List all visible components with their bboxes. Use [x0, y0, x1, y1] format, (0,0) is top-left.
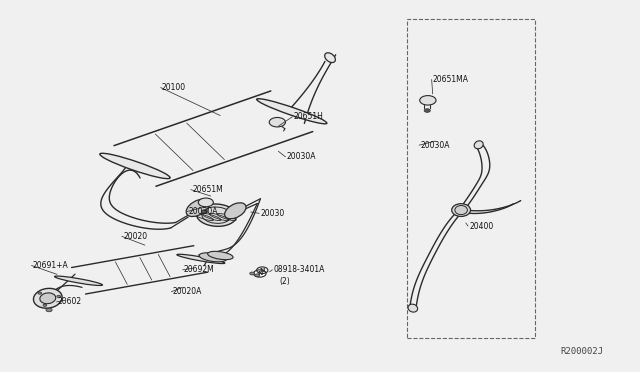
Circle shape: [250, 272, 255, 275]
Ellipse shape: [54, 276, 102, 285]
Ellipse shape: [202, 207, 231, 223]
Text: N: N: [257, 271, 262, 276]
Ellipse shape: [225, 203, 246, 219]
Text: 08918-3401A: 08918-3401A: [273, 265, 325, 274]
Ellipse shape: [40, 293, 56, 304]
Text: 20651MA: 20651MA: [433, 75, 469, 84]
Ellipse shape: [408, 304, 418, 312]
Text: R200002J: R200002J: [560, 347, 604, 356]
Ellipse shape: [474, 141, 483, 149]
Circle shape: [255, 274, 260, 277]
Text: 20030A: 20030A: [287, 153, 316, 161]
Text: N: N: [260, 268, 265, 273]
Text: 20020A: 20020A: [173, 287, 202, 296]
Ellipse shape: [100, 153, 170, 179]
Circle shape: [269, 118, 285, 127]
Circle shape: [424, 109, 430, 112]
Circle shape: [46, 308, 52, 312]
Ellipse shape: [33, 288, 62, 308]
Ellipse shape: [452, 204, 470, 217]
Ellipse shape: [199, 253, 227, 262]
Ellipse shape: [186, 199, 209, 217]
Circle shape: [57, 295, 61, 298]
Circle shape: [38, 292, 42, 294]
Text: 20651H: 20651H: [294, 112, 324, 121]
Text: 20030A: 20030A: [188, 207, 218, 216]
Text: 20602: 20602: [58, 298, 82, 307]
Ellipse shape: [324, 53, 335, 62]
Ellipse shape: [257, 99, 327, 124]
Ellipse shape: [196, 204, 237, 226]
Circle shape: [43, 304, 47, 307]
Circle shape: [198, 198, 213, 207]
Text: 20100: 20100: [162, 83, 186, 92]
Text: 20651M: 20651M: [192, 185, 223, 194]
Text: 20692M: 20692M: [184, 265, 214, 274]
Ellipse shape: [455, 205, 467, 215]
Circle shape: [202, 210, 208, 214]
Text: 20030: 20030: [260, 209, 285, 218]
Text: 20400: 20400: [469, 222, 493, 231]
Circle shape: [253, 270, 266, 277]
Ellipse shape: [177, 254, 225, 264]
Text: 20691+A: 20691+A: [33, 261, 68, 270]
Text: 20030A: 20030A: [420, 141, 450, 150]
Text: (2): (2): [280, 277, 291, 286]
Text: 20020: 20020: [123, 232, 147, 241]
Circle shape: [420, 96, 436, 105]
Bar: [406, 19, 535, 338]
Ellipse shape: [207, 251, 233, 260]
